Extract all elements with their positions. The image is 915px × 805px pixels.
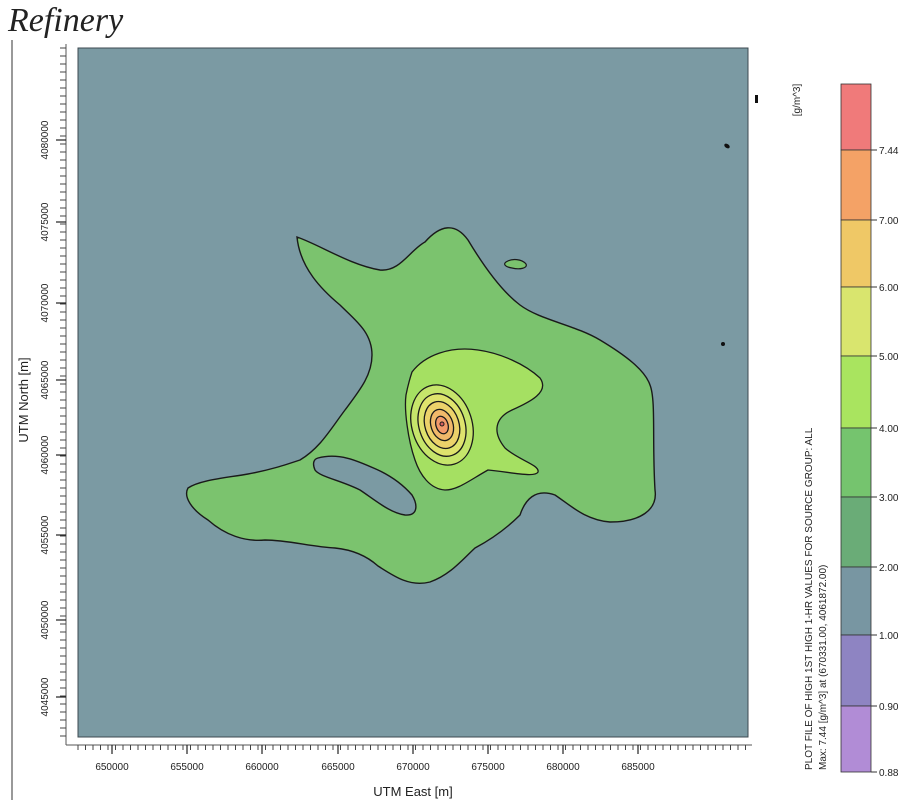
legend-label: 3.00 <box>879 493 899 504</box>
speck-mark <box>755 95 758 103</box>
max-point-marker <box>439 421 445 427</box>
y-tick-label: 4050000 <box>40 600 51 639</box>
legend-label: 5.00 <box>879 352 899 363</box>
unit-label: [g/m^3] <box>792 84 803 117</box>
legend-color-band <box>840 83 872 151</box>
x-tick-label: 670000 <box>396 762 430 773</box>
legend-color-band <box>840 705 872 773</box>
speck-mark <box>721 342 725 346</box>
speck-mark <box>724 143 730 149</box>
x-tick-label: 660000 <box>245 762 279 773</box>
max-value-note: Max: 7.44 [g/m^3] at (670331.00, 4061872… <box>818 565 829 770</box>
legend-color-band <box>840 427 872 498</box>
legend-label: 1.00 <box>879 631 899 642</box>
x-axis-title: UTM East [m] <box>373 784 452 799</box>
legend-color-band <box>840 496 872 568</box>
x-tick-label: 665000 <box>321 762 355 773</box>
legend-color-band <box>840 634 872 707</box>
y-axis-title: UTM North [m] <box>16 357 31 442</box>
y-tick-label: 4075000 <box>40 202 51 241</box>
x-tick-label: 675000 <box>471 762 505 773</box>
y-tick-label: 4080000 <box>40 120 51 159</box>
y-tick-label: 4045000 <box>40 677 51 716</box>
y-tick-label: 4065000 <box>40 360 51 399</box>
legend-label: 4.00 <box>879 424 899 435</box>
legend-label: 0.88 <box>879 768 899 779</box>
contour-island <box>504 258 527 270</box>
x-tick-label: 685000 <box>621 762 655 773</box>
legend-label: 2.00 <box>879 563 899 574</box>
legend-label: 7.44 <box>879 146 899 157</box>
legend-label: 0.90 <box>879 702 899 713</box>
chart-title: Refinery <box>8 2 124 39</box>
legend-label: 7.00 <box>879 216 899 227</box>
y-tick-label: 4070000 <box>40 283 51 322</box>
legend-label: 6.00 <box>879 283 899 294</box>
x-tick-label: 650000 <box>95 762 129 773</box>
y-tick-label: 4060000 <box>40 435 51 474</box>
legend-color-band <box>840 219 872 288</box>
legend-color-band <box>840 286 872 357</box>
legend-color-band <box>840 355 872 429</box>
plot-description: PLOT FILE OF HIGH 1ST HIGH 1-HR VALUES F… <box>804 427 815 770</box>
contour-hole <box>312 455 417 516</box>
y-tick-label: 4055000 <box>40 515 51 554</box>
x-tick-label: 680000 <box>546 762 580 773</box>
legend-color-band <box>840 149 872 221</box>
legend-color-band <box>840 566 872 636</box>
x-tick-label: 655000 <box>170 762 204 773</box>
